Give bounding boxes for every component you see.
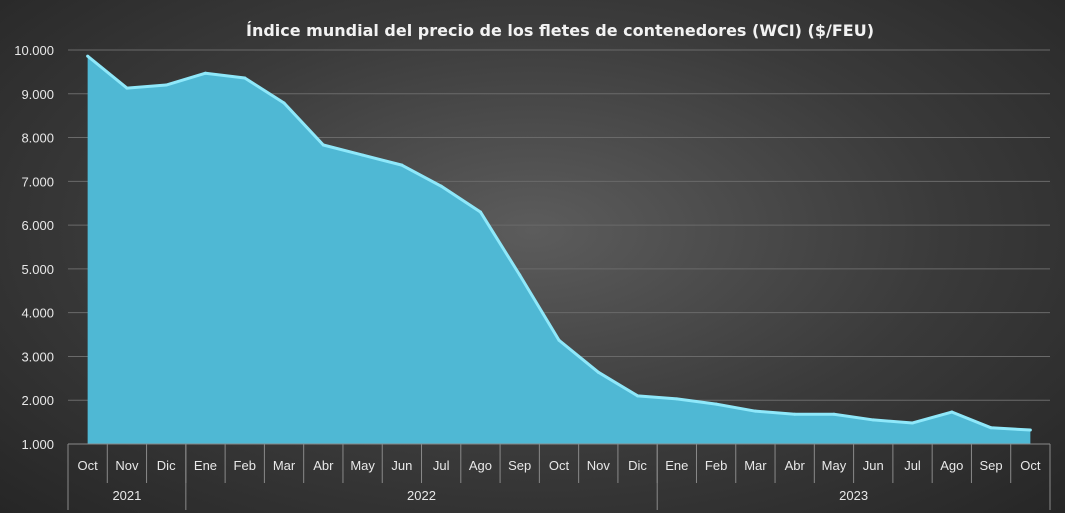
data-point bbox=[950, 410, 954, 414]
x-tick-label: Feb bbox=[234, 458, 256, 473]
y-tick-label: 5.000 bbox=[21, 262, 54, 277]
data-point bbox=[636, 394, 640, 398]
area-fill bbox=[87, 56, 1031, 445]
data-point bbox=[871, 418, 875, 422]
data-point bbox=[596, 370, 600, 374]
x-tick-label: Jul bbox=[433, 458, 450, 473]
x-tick-label: Feb bbox=[705, 458, 727, 473]
x-tick-label: Nov bbox=[587, 458, 611, 473]
y-tick-label: 3.000 bbox=[21, 349, 54, 364]
x-tick-label: Oct bbox=[78, 458, 99, 473]
x-tick-label: Oct bbox=[1020, 458, 1041, 473]
data-point bbox=[1028, 428, 1032, 432]
data-point bbox=[518, 273, 522, 277]
y-tick-label: 2.000 bbox=[21, 393, 54, 408]
x-tick-label: Abr bbox=[313, 458, 334, 473]
data-point bbox=[125, 86, 129, 90]
data-point bbox=[832, 412, 836, 416]
x-tick-label: Oct bbox=[549, 458, 570, 473]
year-label: 2023 bbox=[839, 488, 868, 503]
chart-title: Índice mundial del precio de los fletes … bbox=[246, 21, 874, 40]
x-tick-label: May bbox=[350, 458, 375, 473]
x-tick-label: Sep bbox=[508, 458, 531, 473]
year-label: 2021 bbox=[112, 488, 141, 503]
data-point bbox=[753, 409, 757, 413]
data-point bbox=[203, 71, 207, 75]
data-point bbox=[439, 184, 443, 188]
y-tick-label: 10.000 bbox=[14, 43, 54, 58]
data-point bbox=[243, 76, 247, 80]
data-point bbox=[361, 153, 365, 157]
x-tick-label: May bbox=[822, 458, 847, 473]
x-tick-label: Mar bbox=[273, 458, 296, 473]
x-tick-label: Abr bbox=[785, 458, 806, 473]
x-tick-label: Dic bbox=[157, 458, 176, 473]
y-tick-label: 6.000 bbox=[21, 218, 54, 233]
data-point bbox=[478, 210, 482, 214]
data-point bbox=[911, 421, 915, 425]
data-point bbox=[557, 338, 561, 342]
x-tick-label: Sep bbox=[980, 458, 1003, 473]
x-tick-label: Mar bbox=[744, 458, 767, 473]
x-tick-label: Nov bbox=[115, 458, 139, 473]
data-point bbox=[400, 163, 404, 167]
x-tick-label: Ene bbox=[194, 458, 217, 473]
data-point bbox=[321, 143, 325, 147]
x-tick-label: Ago bbox=[940, 458, 963, 473]
x-tick-label: Ago bbox=[469, 458, 492, 473]
y-tick-label: 9.000 bbox=[21, 87, 54, 102]
x-tick-label: Jun bbox=[391, 458, 412, 473]
y-tick-label: 1.000 bbox=[21, 437, 54, 452]
x-tick-label: Dic bbox=[628, 458, 647, 473]
data-point bbox=[793, 412, 797, 416]
data-point bbox=[282, 101, 286, 105]
y-tick-label: 4.000 bbox=[21, 306, 54, 321]
x-tick-label: Jun bbox=[863, 458, 884, 473]
year-label: 2022 bbox=[407, 488, 436, 503]
data-point bbox=[86, 54, 90, 58]
data-point bbox=[675, 397, 679, 401]
y-tick-label: 8.000 bbox=[21, 131, 54, 146]
data-point bbox=[164, 83, 168, 87]
y-tick-label: 7.000 bbox=[21, 174, 54, 189]
x-tick-label: Jul bbox=[904, 458, 921, 473]
x-tick-label: Ene bbox=[665, 458, 688, 473]
data-point bbox=[989, 426, 993, 430]
data-point bbox=[714, 402, 718, 406]
